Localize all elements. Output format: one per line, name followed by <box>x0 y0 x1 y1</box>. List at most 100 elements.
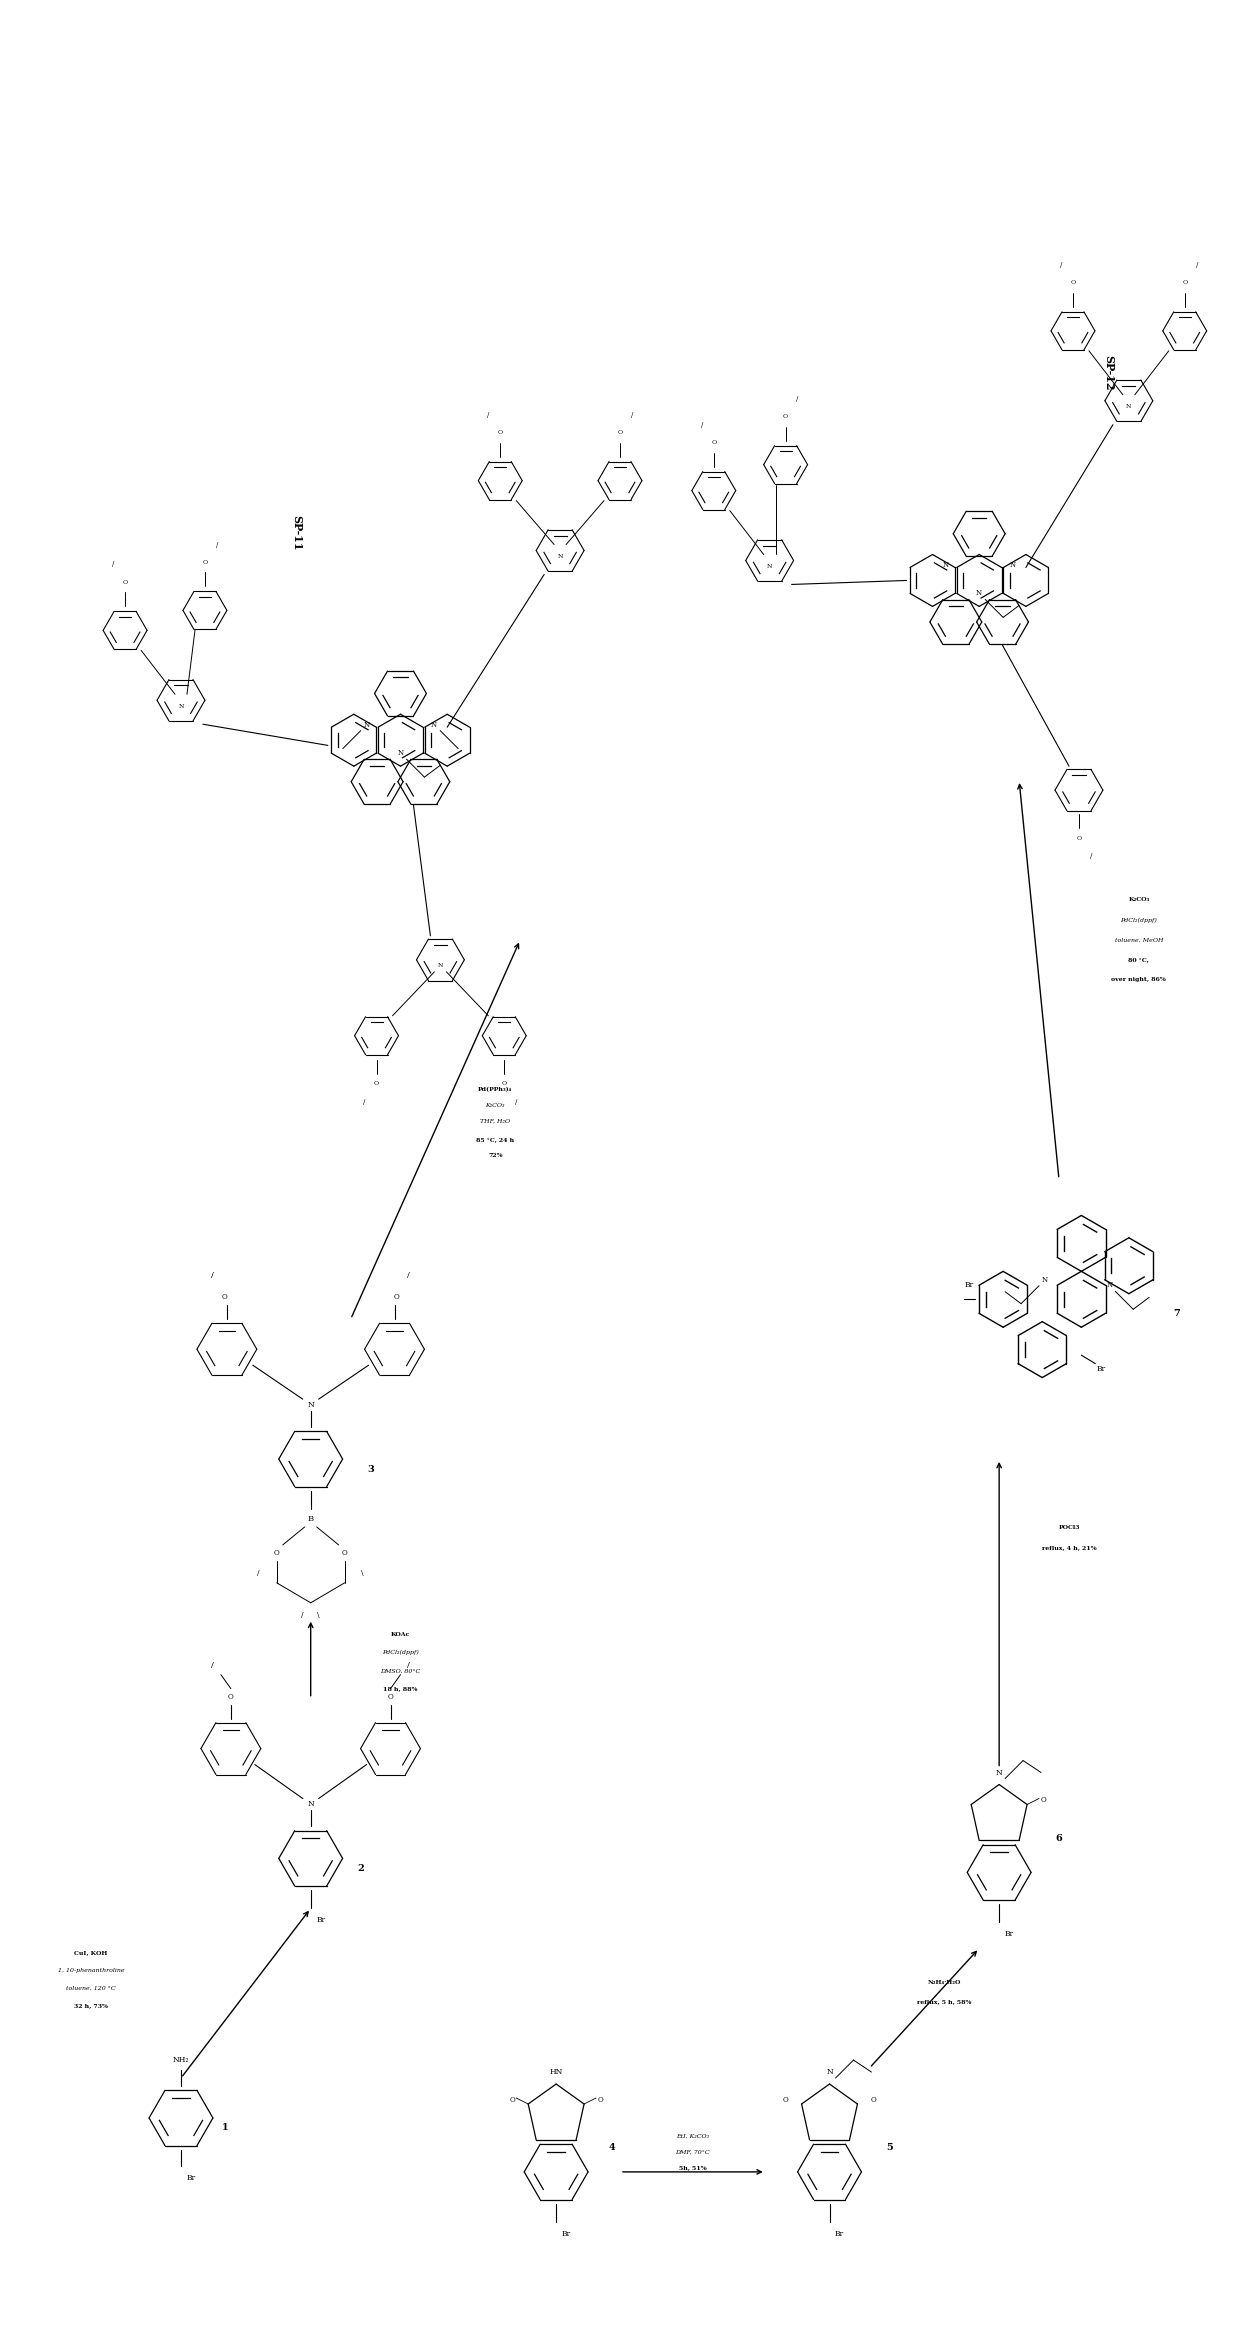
Text: reflux, 4 h, 21%: reflux, 4 h, 21% <box>1042 1544 1096 1551</box>
Text: /: / <box>363 1098 366 1105</box>
Text: N: N <box>432 721 438 728</box>
Text: N: N <box>768 563 773 568</box>
Text: K₂CO₃: K₂CO₃ <box>1128 897 1149 904</box>
Text: O: O <box>123 580 128 584</box>
Text: 7: 7 <box>1173 1310 1179 1317</box>
Text: DMF, 70°C: DMF, 70°C <box>676 2150 711 2155</box>
Text: THF, H₂O: THF, H₂O <box>480 1120 511 1124</box>
Text: 18 h, 88%: 18 h, 88% <box>383 1685 418 1692</box>
Text: PdCl₂(dppf): PdCl₂(dppf) <box>1121 918 1157 922</box>
Text: B: B <box>308 1514 314 1523</box>
Text: N: N <box>558 554 563 559</box>
Text: N: N <box>1106 1281 1112 1289</box>
Text: DMSO, 80°C: DMSO, 80°C <box>381 1669 420 1673</box>
Text: O: O <box>228 1692 234 1702</box>
Text: O: O <box>782 2096 789 2103</box>
Text: 3: 3 <box>367 1465 374 1474</box>
Text: 1, 10-phenanthroline: 1, 10-phenanthroline <box>58 1967 124 1974</box>
Text: O: O <box>712 441 717 446</box>
Text: N: N <box>308 1401 314 1408</box>
Text: Br: Br <box>186 2173 196 2183</box>
Text: N: N <box>363 721 370 728</box>
Text: 5h, 51%: 5h, 51% <box>680 2166 707 2171</box>
Text: /: / <box>1090 852 1092 859</box>
Text: KOAc: KOAc <box>391 1631 410 1638</box>
Text: SP-12: SP-12 <box>1104 354 1115 390</box>
Text: 4: 4 <box>609 2143 615 2152</box>
Text: N: N <box>179 704 184 709</box>
Text: N: N <box>308 1800 314 1810</box>
Text: O: O <box>598 2096 603 2103</box>
Text: /: / <box>631 411 634 418</box>
Text: /: / <box>701 420 703 430</box>
Text: 85 °C, 24 h: 85 °C, 24 h <box>476 1136 515 1143</box>
Text: 2: 2 <box>357 1864 365 1873</box>
Text: EtI, K₂CO₃: EtI, K₂CO₃ <box>676 2133 709 2138</box>
Text: N: N <box>996 1770 1002 1777</box>
Text: O: O <box>1070 279 1075 286</box>
Text: 6: 6 <box>1055 1833 1063 1842</box>
Text: /: / <box>1195 261 1198 270</box>
Text: POCl3: POCl3 <box>1058 1526 1080 1530</box>
Text: toluene, MeOH: toluene, MeOH <box>1115 936 1163 943</box>
Text: 5: 5 <box>887 2143 893 2152</box>
Text: HN: HN <box>549 2068 563 2077</box>
Text: Br: Br <box>562 2230 570 2237</box>
Text: /: / <box>1060 261 1063 270</box>
Text: /: / <box>407 1662 410 1669</box>
Text: O: O <box>393 1293 399 1300</box>
Text: O: O <box>274 1549 280 1556</box>
Text: O: O <box>497 430 503 434</box>
Text: 1: 1 <box>222 2124 228 2133</box>
Text: /: / <box>258 1568 260 1577</box>
Text: /: / <box>487 411 490 418</box>
Text: Br: Br <box>1004 1929 1013 1939</box>
Text: O: O <box>222 1293 228 1300</box>
Text: Br: Br <box>835 2230 844 2237</box>
Text: 80 °C,: 80 °C, <box>1128 958 1149 962</box>
Text: N: N <box>438 962 443 969</box>
Text: /: / <box>212 1272 215 1279</box>
Text: O: O <box>342 1549 347 1556</box>
Text: O: O <box>502 1082 507 1087</box>
Text: O: O <box>510 2096 515 2103</box>
Text: over night, 86%: over night, 86% <box>1111 976 1166 983</box>
Text: O: O <box>1182 279 1187 286</box>
Text: Br: Br <box>1096 1366 1106 1373</box>
Text: N: N <box>942 561 949 568</box>
Text: 72%: 72% <box>489 1152 502 1157</box>
Text: N: N <box>1126 404 1132 408</box>
Text: N: N <box>1042 1277 1048 1284</box>
Text: /: / <box>216 540 218 549</box>
Text: PdCl₂(dppf): PdCl₂(dppf) <box>382 1650 419 1655</box>
Text: Br: Br <box>316 1915 325 1925</box>
Text: toluene, 120 °C: toluene, 120 °C <box>67 1986 117 1990</box>
Text: /: / <box>515 1098 517 1105</box>
Text: /: / <box>301 1610 304 1619</box>
Text: Br: Br <box>965 1281 975 1289</box>
Text: /: / <box>407 1272 410 1279</box>
Text: /: / <box>796 394 799 404</box>
Text: reflux, 5 h, 58%: reflux, 5 h, 58% <box>918 2000 971 2004</box>
Text: O: O <box>1076 836 1081 840</box>
Text: N: N <box>976 589 982 598</box>
Text: O: O <box>784 413 789 420</box>
Text: K₂CO₃: K₂CO₃ <box>486 1103 505 1108</box>
Text: /: / <box>212 1662 215 1669</box>
Text: O: O <box>388 1692 393 1702</box>
Text: Pd(PPh₃)₄: Pd(PPh₃)₄ <box>479 1087 512 1091</box>
Text: N₂H₄·H₂O: N₂H₄·H₂O <box>928 1981 961 1986</box>
Text: NH₂: NH₂ <box>172 2056 190 2063</box>
Text: N: N <box>398 749 403 758</box>
Text: O: O <box>618 430 622 434</box>
Text: \: \ <box>317 1610 320 1619</box>
Text: SP-11: SP-11 <box>291 514 303 549</box>
Text: O: O <box>202 561 207 566</box>
Text: N: N <box>1009 561 1016 568</box>
Text: 32 h, 73%: 32 h, 73% <box>74 2004 108 2009</box>
Text: N: N <box>826 2068 833 2077</box>
Text: /: / <box>112 561 114 568</box>
Text: O: O <box>870 2096 877 2103</box>
Text: CuI, KOH: CuI, KOH <box>74 1950 108 1955</box>
Text: \: \ <box>361 1568 363 1577</box>
